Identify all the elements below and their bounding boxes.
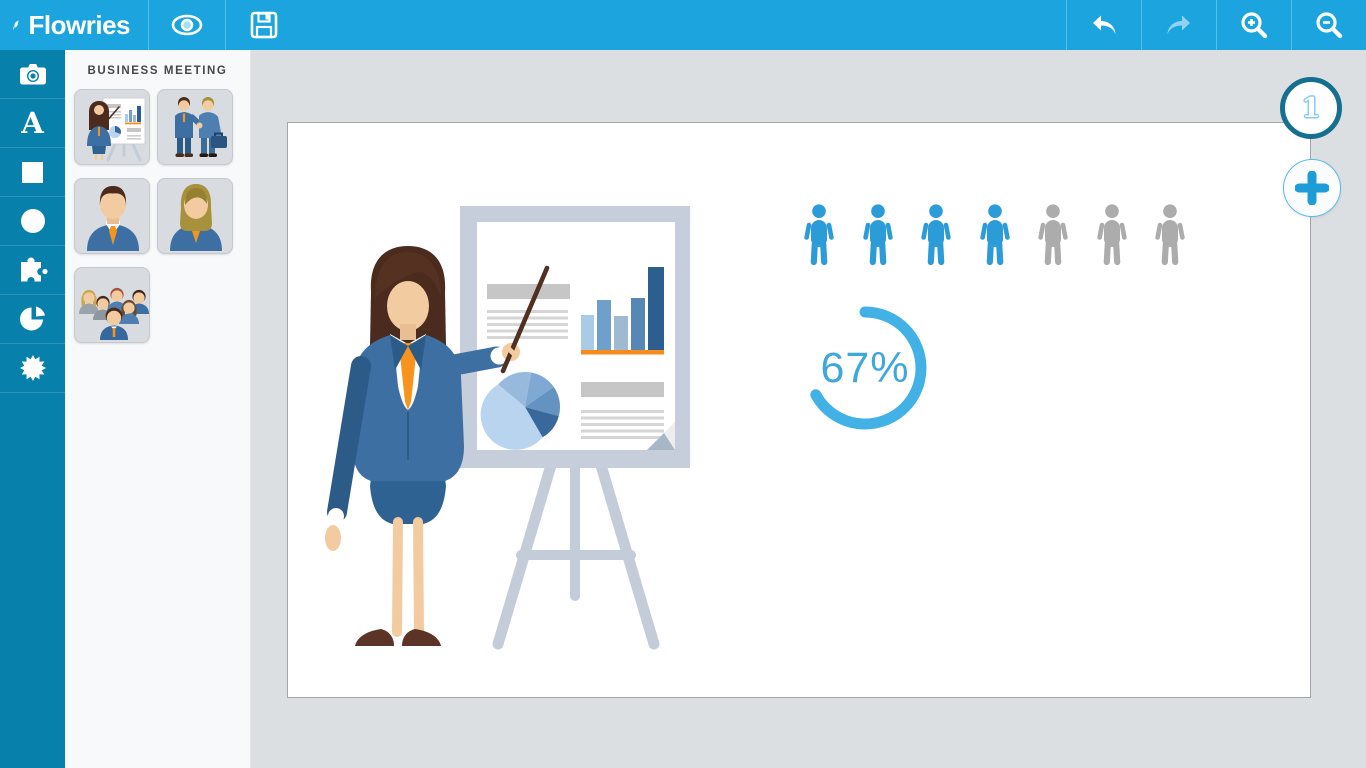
plus-icon: [1295, 171, 1329, 205]
person-icon[interactable]: [1096, 204, 1127, 266]
app-logo: Flowries: [0, 0, 148, 50]
redo-button[interactable]: [1141, 0, 1216, 50]
circle-shape-button[interactable]: [0, 197, 65, 246]
pie-chart-icon: [20, 306, 45, 330]
person-icon[interactable]: [804, 204, 834, 266]
slide-number: 1: [1301, 92, 1321, 124]
zoom-out-icon: [1316, 12, 1343, 39]
team-group-mini-illustration: [79, 287, 149, 340]
undo-icon: [1093, 15, 1116, 34]
person-icon[interactable]: [862, 204, 893, 266]
handshake-mini-illustration: [175, 97, 227, 157]
square-icon: [22, 161, 43, 183]
feather-logo-icon: [12, 20, 19, 30]
thumbnail-businessman-portrait[interactable]: [74, 178, 150, 254]
chart-tool-button[interactable]: [0, 295, 65, 344]
elements-tool-button[interactable]: [0, 246, 65, 295]
save-icon: [250, 11, 278, 39]
presentation-illustration[interactable]: [297, 194, 697, 664]
zoom-in-button[interactable]: [1216, 0, 1291, 50]
zoom-in-icon: [1241, 12, 1268, 39]
redo-icon: [1167, 15, 1190, 34]
person-icon[interactable]: [921, 204, 951, 266]
brand-name: Flowries: [28, 9, 131, 40]
undo-button[interactable]: [1066, 0, 1141, 50]
people-row: [804, 204, 1185, 266]
tools-sidebar: A: [0, 50, 65, 768]
image-tool-button[interactable]: [0, 50, 65, 99]
circle-icon: [20, 209, 45, 233]
preview-button[interactable]: [148, 0, 225, 50]
progress-ring[interactable]: [798, 301, 932, 435]
square-shape-button[interactable]: [0, 148, 65, 197]
assets-panel: BUSINESS MEETING: [65, 50, 251, 768]
assets-panel-title: BUSINESS MEETING: [87, 65, 228, 77]
text-tool-icon: A: [21, 105, 44, 140]
starburst-badge-icon: [19, 355, 46, 381]
thumbnail-business-team-group[interactable]: [74, 267, 150, 343]
eye-icon: [171, 14, 203, 36]
person-icon[interactable]: [1155, 204, 1185, 266]
text-tool-button[interactable]: A: [0, 99, 65, 148]
save-button[interactable]: [225, 0, 302, 50]
presenter-mini-illustration: [87, 97, 146, 162]
businessman-mini-illustration: [87, 186, 139, 251]
businesswoman-mini-illustration: [170, 184, 222, 251]
thumbnail-grid: [74, 89, 250, 343]
puzzle-icon: [21, 257, 48, 281]
topbar: Flowries: [0, 0, 1366, 50]
thumbnail-businessmen-handshake[interactable]: [157, 89, 233, 165]
progress-arc: [803, 306, 927, 430]
person-icon[interactable]: [979, 204, 1010, 266]
badge-tool-button[interactable]: [0, 344, 65, 393]
thumbnail-businesswoman-portrait[interactable]: [157, 178, 233, 254]
thumbnail-presenter-at-flipchart[interactable]: [74, 89, 150, 165]
zoom-out-button[interactable]: [1291, 0, 1366, 50]
person-icon[interactable]: [1038, 204, 1068, 266]
camera-icon: [19, 64, 46, 85]
progress-label[interactable]: 67%: [820, 343, 910, 392]
add-slide-button[interactable]: [1283, 159, 1341, 217]
slide-number-badge[interactable]: 1: [1280, 77, 1342, 139]
